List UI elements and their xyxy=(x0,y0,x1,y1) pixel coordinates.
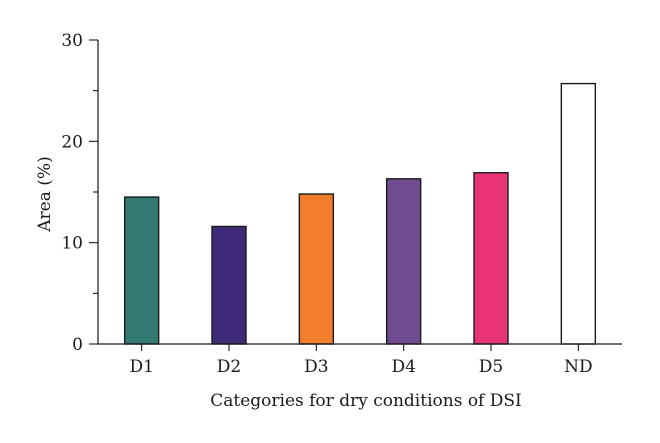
y-tick-label: 30 xyxy=(61,31,83,51)
x-tick-label: D2 xyxy=(217,357,241,377)
y-axis-title: Area (%) xyxy=(35,156,55,232)
bar-nd xyxy=(560,82,597,345)
bar-d4 xyxy=(385,178,422,345)
y-tick-label: 10 xyxy=(61,234,83,254)
y-axis-minor-ticks xyxy=(93,90,98,294)
x-tick-label: D4 xyxy=(391,357,415,377)
bar-d1 xyxy=(123,196,160,345)
y-axis-ticks: 0 10 20 30 xyxy=(61,31,98,355)
y-tick-label: 0 xyxy=(72,335,83,355)
x-tick-label: D3 xyxy=(304,357,328,377)
bar-d3 xyxy=(298,193,335,345)
bars-group xyxy=(123,82,597,345)
x-tick-label: D5 xyxy=(479,357,503,377)
y-tick-label: 20 xyxy=(61,132,83,152)
x-tick-label: D1 xyxy=(129,357,153,377)
x-axis-title: Categories for dry conditions of DSI xyxy=(210,391,522,411)
x-tick-label: ND xyxy=(564,357,593,377)
x-axis-ticks: D1 D2 D3 D4 D5 ND xyxy=(129,344,593,377)
bar-d5 xyxy=(473,172,509,345)
bar-d2 xyxy=(211,225,247,345)
